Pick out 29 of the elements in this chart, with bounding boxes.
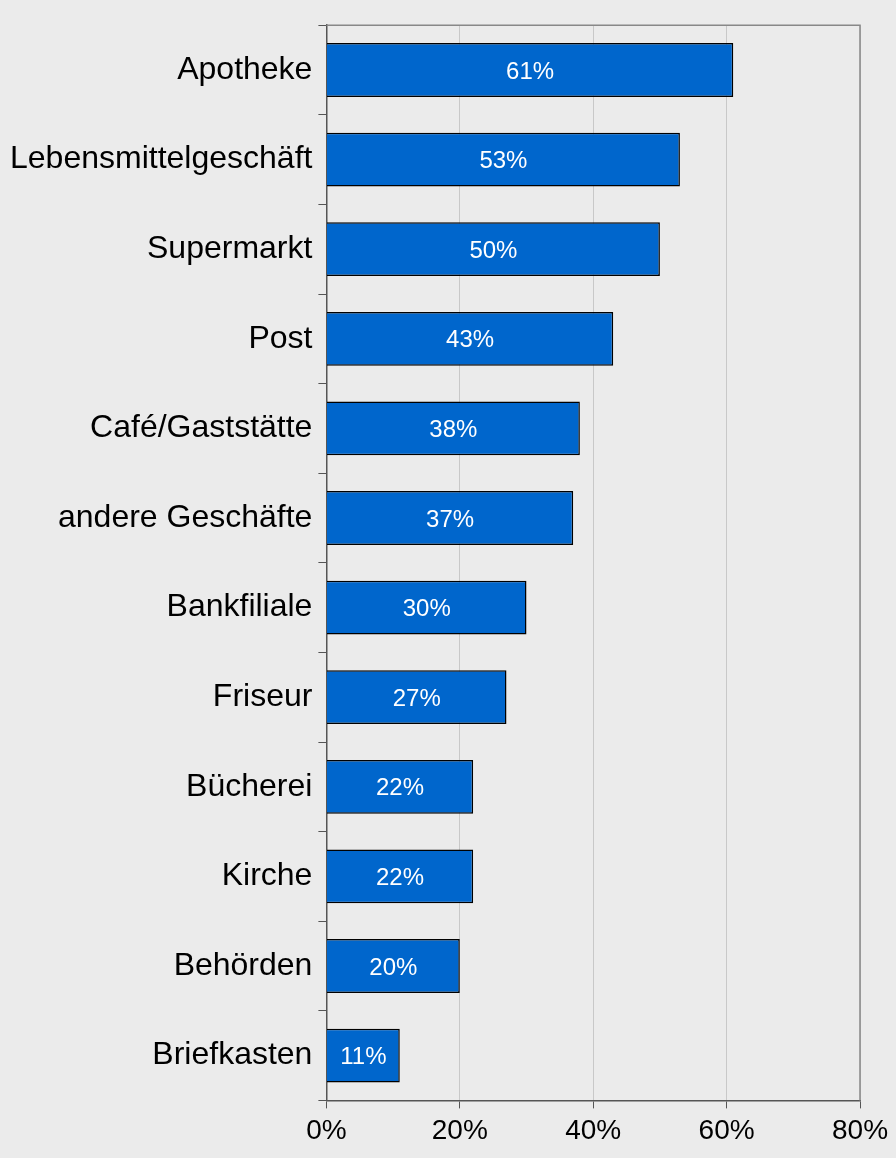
- data-label: 37%: [426, 504, 475, 532]
- data-label: 22%: [376, 773, 425, 801]
- x-tick-label: 0%: [306, 1113, 347, 1145]
- y-tick-label: Friseur: [212, 677, 313, 714]
- x-tick-label: 60%: [698, 1113, 755, 1145]
- data-label: 27%: [392, 683, 441, 711]
- y-tick-label: Behörden: [173, 945, 313, 982]
- data-label: 53%: [479, 146, 528, 174]
- y-tick-label: Kirche: [221, 856, 313, 893]
- y-tick-label: Briefkasten: [152, 1035, 313, 1072]
- y-tick-label: Bankfiliale: [166, 587, 313, 624]
- data-label: 61%: [506, 56, 555, 84]
- data-label: 43%: [446, 325, 495, 353]
- data-label: 50%: [469, 235, 518, 263]
- data-label: 22%: [376, 863, 425, 891]
- y-tick-label: Apotheke: [177, 49, 313, 86]
- y-tick-label: andere Geschäfte: [58, 497, 313, 534]
- data-label: 38%: [429, 415, 478, 443]
- data-label: 20%: [369, 952, 418, 980]
- y-tick-label: Lebensmittelgeschäft: [10, 139, 313, 176]
- x-tick-label: 20%: [431, 1113, 488, 1145]
- y-tick-label: Bücherei: [186, 766, 313, 803]
- y-tick-label: Supermarkt: [147, 229, 313, 266]
- y-tick-label: Café/Gaststätte: [90, 408, 313, 445]
- data-label: 30%: [402, 594, 451, 622]
- x-tick-label: 80%: [831, 1113, 889, 1145]
- data-label: 11%: [340, 1042, 387, 1070]
- y-tick-label: Post: [248, 318, 313, 355]
- x-tick-label: 40%: [565, 1113, 622, 1145]
